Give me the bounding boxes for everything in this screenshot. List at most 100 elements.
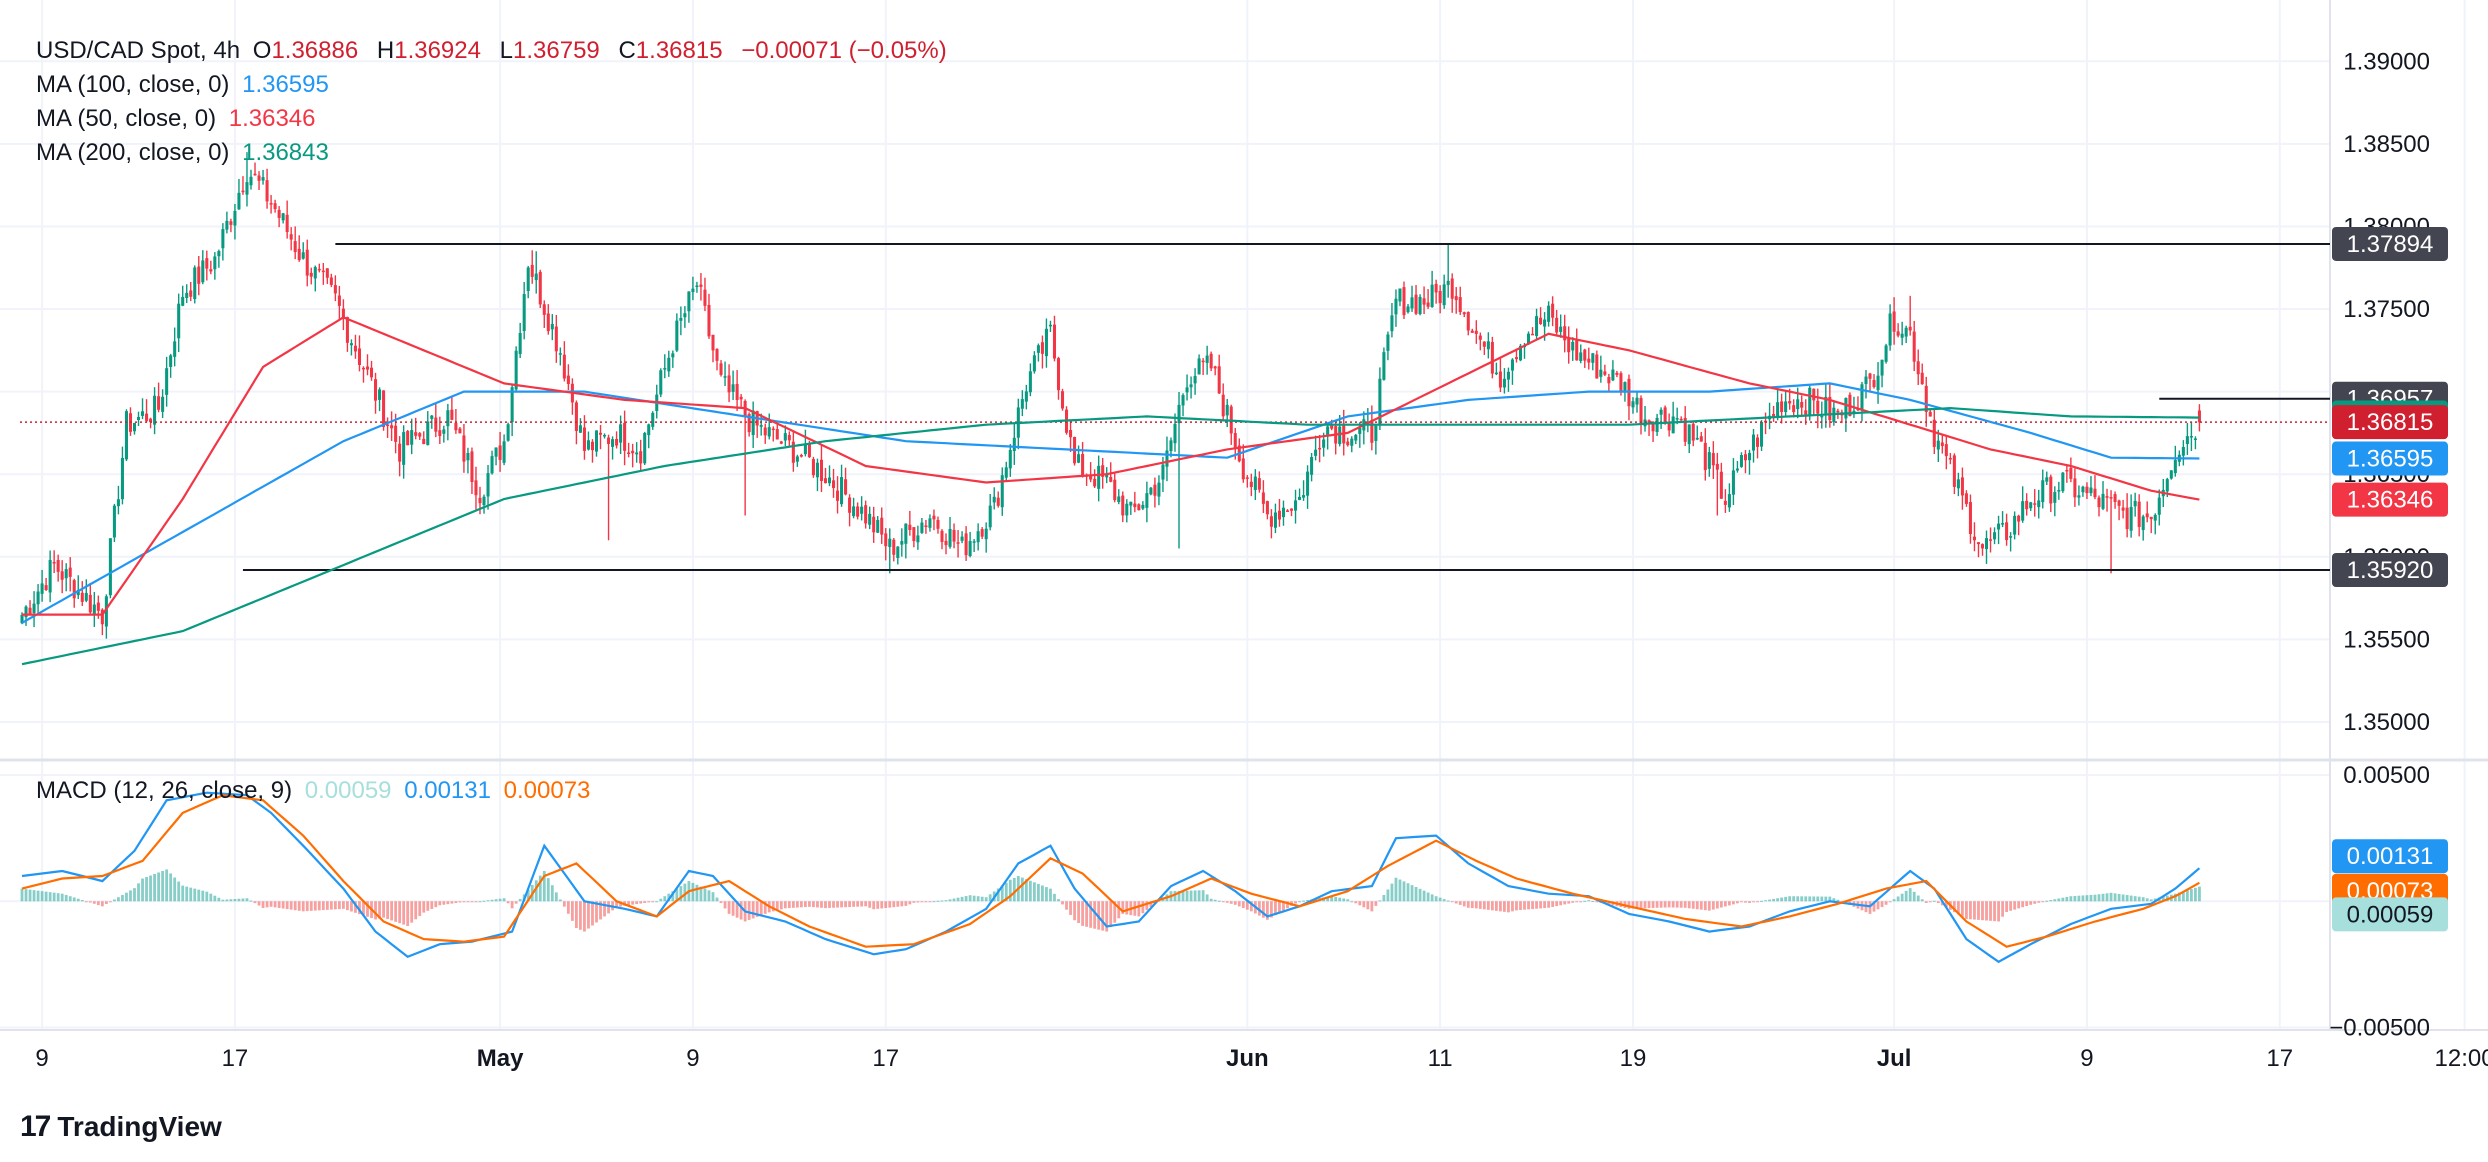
- macd-histogram-bar: [1137, 901, 1141, 917]
- macd-histogram-bar: [2057, 898, 2061, 902]
- candle-body: [896, 546, 900, 559]
- macd-line: [21, 791, 2201, 964]
- ma50-legend[interactable]: MA (50, close, 0) 1.36346: [36, 102, 322, 136]
- candle-body: [1772, 413, 1776, 417]
- candle-body: [900, 541, 904, 545]
- symbol-label[interactable]: USD/CAD Spot, 4h: [36, 37, 241, 64]
- candle-body: [1330, 424, 1334, 429]
- macd-histogram-bar: [1748, 901, 1751, 903]
- candle-body: [538, 271, 542, 305]
- candle-body: [578, 425, 582, 433]
- macd-histogram-bar: [398, 901, 402, 924]
- macd-histogram-bar: [305, 901, 309, 912]
- macd-histogram-bar: [707, 890, 711, 902]
- candle-body: [369, 367, 374, 378]
- macd-histogram-bar: [775, 901, 779, 911]
- macd-histogram-bar: [2009, 901, 2013, 911]
- candle-body: [2049, 476, 2053, 504]
- candle-body: [1904, 327, 1908, 337]
- grid-lines: [0, 0, 2488, 1031]
- candle-body: [1394, 298, 1398, 315]
- candle-body: [1667, 422, 1671, 431]
- time-tick-label: 9: [35, 1045, 48, 1072]
- macd-histogram-bar: [715, 897, 719, 902]
- tradingview-brand[interactable]: 17 TradingView: [20, 1110, 222, 1144]
- candle-body: [80, 592, 84, 602]
- candle-body: [840, 477, 844, 505]
- price-label: 1.35920: [2347, 557, 2434, 584]
- candle-body: [1406, 306, 1410, 313]
- candle-body: [1217, 366, 1221, 394]
- ma200-legend[interactable]: MA (200, close, 0) 1.36843: [36, 136, 335, 170]
- macd-histogram-bar: [2069, 896, 2073, 902]
- macd-histogram-bar: [2109, 892, 2113, 902]
- macd-histogram-bar: [1077, 901, 1080, 924]
- macd-histogram-bar: [1049, 888, 1052, 902]
- macd-histogram-bar: [285, 901, 289, 910]
- macd-histogram-bar: [382, 901, 385, 918]
- time-tick-label: Jul: [1877, 1045, 1912, 1072]
- macd-histogram-bar: [193, 888, 197, 902]
- candle-body: [1876, 375, 1880, 391]
- macd-histogram-bar: [932, 901, 936, 903]
- macd-histogram-bar: [1149, 901, 1153, 907]
- macd-histogram-bar: [2041, 901, 2045, 903]
- macd-histogram-bar: [1414, 886, 1418, 902]
- macd-histogram-bar: [1197, 890, 1201, 902]
- macd-histogram-bar: [900, 901, 904, 907]
- candle-body: [213, 256, 217, 270]
- macd-histogram-bar: [104, 901, 108, 905]
- macd-histogram-bar: [1523, 901, 1526, 910]
- macd-pane[interactable]: [20, 791, 2201, 964]
- candle-body: [285, 214, 289, 233]
- candle-body: [1181, 395, 1185, 406]
- macd-histogram-bar: [651, 901, 655, 903]
- candle-body: [719, 363, 723, 375]
- ma100-legend[interactable]: MA (100, close, 0) 1.36595: [36, 68, 335, 102]
- candle-body: [20, 614, 24, 624]
- macd-histogram-bar: [2005, 901, 2009, 912]
- candle-body: [333, 285, 337, 294]
- candle-body: [542, 304, 546, 315]
- macd-histogram-bar: [426, 901, 430, 911]
- macd-histogram-bar: [1579, 901, 1583, 903]
- candle-body: [2017, 515, 2021, 522]
- price-pane[interactable]: [20, 152, 2330, 666]
- macd-histogram-bar: [301, 901, 305, 912]
- macd-histogram-bar: [884, 901, 888, 908]
- candle-body: [2021, 501, 2025, 521]
- candle-body: [32, 603, 36, 613]
- candle-body: [659, 370, 663, 395]
- macd-histogram-bar: [454, 901, 458, 904]
- macd-legend[interactable]: MACD (12, 26, close, 9) 0.00059 0.00131 …: [36, 774, 596, 808]
- candle-body: [972, 541, 976, 543]
- candle-body: [984, 528, 988, 540]
- candle-body: [2153, 514, 2157, 521]
- candle-body: [1269, 516, 1273, 527]
- candle-body: [1145, 493, 1149, 508]
- candle-body: [462, 435, 466, 462]
- candle-body: [1048, 324, 1052, 327]
- macd-histogram-bar: [1944, 901, 1948, 908]
- low-value: 1.36759: [513, 37, 600, 64]
- macd-histogram-bar: [936, 900, 940, 902]
- macd-histogram-bar: [1109, 901, 1113, 928]
- candle-body: [868, 513, 872, 525]
- macd-histogram-bar: [1265, 901, 1269, 920]
- macd-histogram-bar: [1691, 901, 1695, 909]
- macd-histogram-bar: [462, 901, 466, 903]
- candle-body: [2093, 488, 2097, 498]
- candle-body: [1591, 353, 1595, 363]
- macd-histogram-bar: [872, 901, 876, 910]
- candle-body: [1989, 539, 1993, 541]
- candle-body: [1539, 317, 1543, 324]
- macd-histogram-bar: [2025, 901, 2029, 906]
- candle-body: [1707, 452, 1711, 469]
- macd-histogram-bar: [1808, 896, 1812, 902]
- candle-body: [703, 289, 707, 306]
- macd-histogram-bar: [1354, 901, 1358, 904]
- candle-body: [546, 313, 550, 332]
- candle-body: [233, 210, 237, 226]
- macd-histogram-bar: [1201, 890, 1205, 902]
